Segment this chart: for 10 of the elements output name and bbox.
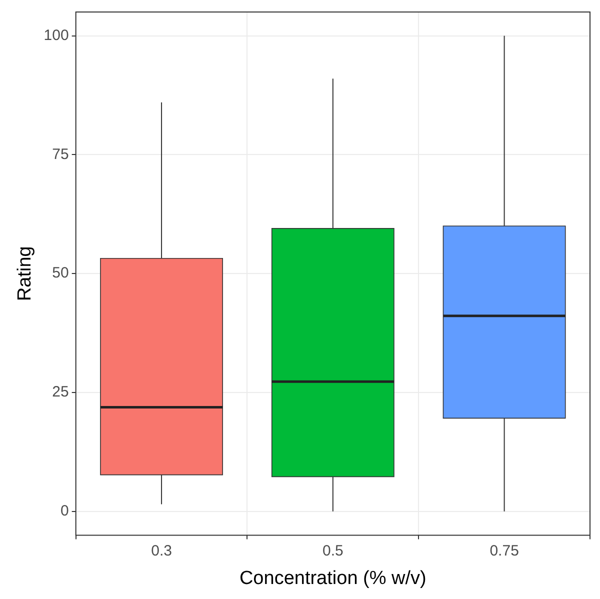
y-tick-label: 50: [52, 264, 69, 282]
x-tick-label: 0.3: [151, 542, 172, 560]
y-tick-label: 100: [44, 26, 69, 44]
x-axis-title: Concentration (% w/v): [239, 568, 426, 589]
y-axis-title: Rating: [14, 246, 36, 302]
x-tick-label: 0.75: [490, 542, 519, 560]
x-tick-label: 0.5: [322, 542, 344, 560]
y-tick-label: 25: [52, 384, 69, 401]
y-tick-label: 75: [52, 146, 69, 163]
y-tick-label: 0: [60, 502, 69, 520]
